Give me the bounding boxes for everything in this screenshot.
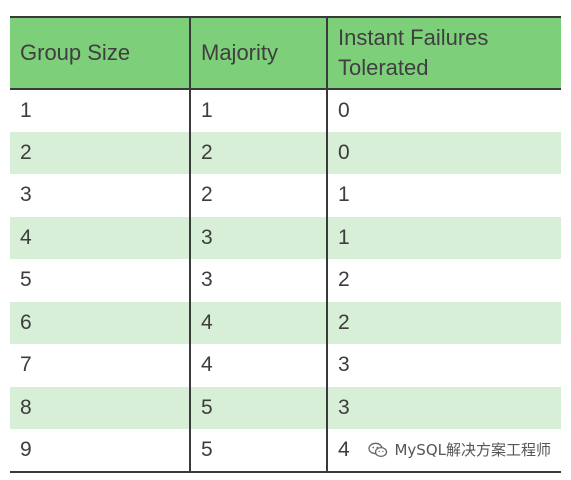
- table-row: 4 3 1: [10, 216, 561, 260]
- watermark-text: MySQL解决方案工程师: [394, 441, 551, 459]
- header-majority: Majority: [189, 16, 328, 90]
- wechat-icon: [368, 442, 388, 458]
- table-row: 2 2 0: [10, 131, 561, 175]
- cell-failures-tolerated: 1: [326, 174, 561, 217]
- cell-majority: 5: [189, 429, 328, 473]
- cell-group-size: 9: [10, 429, 191, 473]
- cell-failures-tolerated: 1: [326, 216, 561, 260]
- table-row: 6 4 2: [10, 301, 561, 345]
- cell-group-size: 3: [10, 174, 191, 217]
- cell-majority: 3: [189, 216, 328, 260]
- header-row: Group Size Majority Instant Failures Tol…: [10, 16, 561, 90]
- cell-majority: 2: [189, 131, 328, 175]
- table-body: 1 1 0 2 2 0 3 2 1 4 3 1 5 3 2: [10, 89, 561, 473]
- table-row: 9 5 4: [10, 429, 561, 473]
- cell-group-size: 5: [10, 259, 191, 302]
- table-row: 7 4 3: [10, 344, 561, 387]
- cell-failures-tolerated: 3: [326, 386, 561, 430]
- cell-failures-tolerated: 0: [326, 89, 561, 132]
- cell-failures-tolerated: 2: [326, 301, 561, 345]
- cell-majority: 3: [189, 259, 328, 302]
- table-row: 8 5 3: [10, 386, 561, 430]
- table-row: 3 2 1: [10, 174, 561, 217]
- cell-majority: 4: [189, 344, 328, 387]
- watermark: MySQL解决方案工程师: [364, 437, 555, 462]
- cell-group-size: 6: [10, 301, 191, 345]
- cell-group-size: 8: [10, 386, 191, 430]
- cell-failures-tolerated: 2: [326, 259, 561, 302]
- cell-failures-tolerated: 3: [326, 344, 561, 387]
- cell-group-size: 1: [10, 89, 191, 132]
- cell-group-size: 7: [10, 344, 191, 387]
- group-size-table: Group Size Majority Instant Failures Tol…: [10, 16, 561, 473]
- cell-majority: 1: [189, 89, 328, 132]
- header-instant-failures-tolerated: Instant Failures Tolerated: [326, 16, 561, 90]
- cell-failures-tolerated: 0: [326, 131, 561, 175]
- table-header: Group Size Majority Instant Failures Tol…: [10, 16, 561, 90]
- header-group-size: Group Size: [10, 16, 191, 90]
- table-row: 5 3 2: [10, 259, 561, 302]
- cell-majority: 4: [189, 301, 328, 345]
- cell-group-size: 2: [10, 131, 191, 175]
- cell-majority: 2: [189, 174, 328, 217]
- table-row: 1 1 0: [10, 89, 561, 132]
- cell-group-size: 4: [10, 216, 191, 260]
- cell-majority: 5: [189, 386, 328, 430]
